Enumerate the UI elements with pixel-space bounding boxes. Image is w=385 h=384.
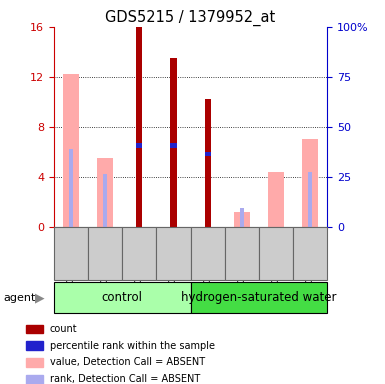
Bar <box>191 227 225 280</box>
Text: agent: agent <box>4 293 36 303</box>
Bar <box>88 227 122 280</box>
Bar <box>204 99 211 227</box>
Text: rank, Detection Call = ABSENT: rank, Detection Call = ABSENT <box>50 374 200 384</box>
Text: hydrogen-saturated water: hydrogen-saturated water <box>181 291 336 304</box>
Bar <box>27 375 42 384</box>
Bar <box>234 212 249 227</box>
Text: ▶: ▶ <box>35 291 44 304</box>
Bar <box>191 282 327 313</box>
Bar <box>103 174 107 227</box>
Bar <box>171 58 177 227</box>
Text: control: control <box>102 291 143 304</box>
Bar <box>268 172 284 227</box>
Bar <box>54 282 191 313</box>
Bar <box>136 27 142 227</box>
Bar <box>171 143 177 147</box>
Bar <box>122 227 156 280</box>
Text: count: count <box>50 324 77 334</box>
Bar <box>136 143 142 147</box>
Bar <box>303 139 318 227</box>
Bar <box>69 149 73 227</box>
Bar <box>293 227 327 280</box>
Bar <box>225 227 259 280</box>
Bar <box>27 324 42 333</box>
Bar <box>156 227 191 280</box>
Bar <box>97 158 113 227</box>
Bar <box>63 74 79 227</box>
Bar <box>27 358 42 367</box>
Bar <box>27 341 42 350</box>
Bar <box>240 208 244 227</box>
Bar <box>54 227 88 280</box>
Text: value, Detection Call = ABSENT: value, Detection Call = ABSENT <box>50 358 205 367</box>
Title: GDS5215 / 1379952_at: GDS5215 / 1379952_at <box>105 9 276 25</box>
Bar <box>204 152 211 156</box>
Bar <box>259 227 293 280</box>
Text: percentile rank within the sample: percentile rank within the sample <box>50 341 215 351</box>
Bar <box>308 172 312 227</box>
